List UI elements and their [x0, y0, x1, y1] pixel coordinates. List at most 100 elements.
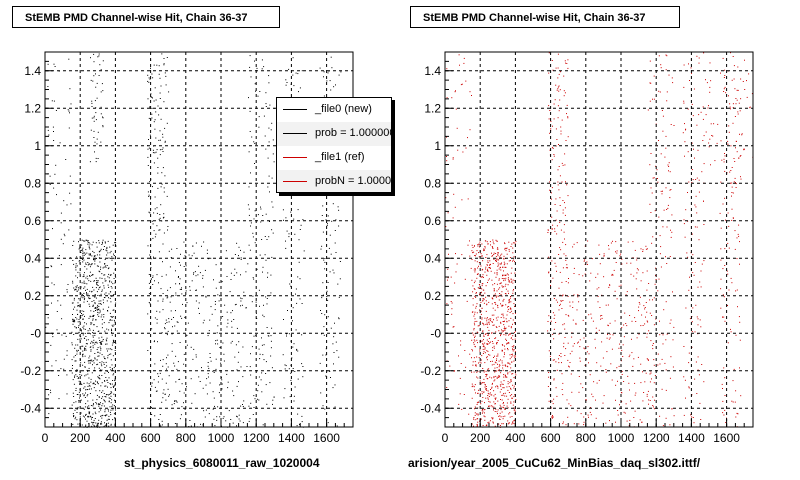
data-point — [693, 88, 695, 90]
y-tick-label: 1.4 — [424, 64, 441, 78]
data-point — [174, 401, 176, 402]
data-point — [480, 292, 482, 294]
data-point — [78, 400, 80, 401]
data-point — [286, 82, 288, 83]
data-point — [103, 249, 104, 250]
data-point — [97, 56, 99, 58]
data-point — [291, 357, 293, 359]
data-point — [481, 243, 483, 245]
data-point — [724, 170, 726, 172]
data-point — [708, 105, 709, 107]
y-tick-label: 1 — [434, 139, 441, 153]
data-point — [504, 285, 506, 287]
data-point — [696, 316, 698, 318]
data-point — [152, 77, 154, 79]
data-point — [486, 350, 488, 352]
data-point — [171, 318, 173, 320]
data-point — [161, 424, 163, 426]
data-point — [88, 367, 90, 369]
data-point — [477, 421, 479, 423]
data-point — [688, 387, 690, 389]
data-point — [688, 386, 690, 388]
data-point — [660, 153, 662, 155]
data-point — [89, 346, 91, 348]
data-point — [478, 256, 480, 258]
x-tick-label: 1400 — [678, 431, 705, 445]
data-point — [240, 305, 241, 307]
data-point — [632, 365, 634, 367]
data-point — [702, 106, 704, 108]
data-point — [461, 199, 463, 201]
data-point — [493, 390, 495, 392]
data-point — [672, 82, 674, 84]
data-point — [254, 163, 255, 164]
data-point — [495, 260, 496, 262]
data-point — [111, 324, 113, 326]
data-point — [662, 343, 664, 345]
data-point — [596, 382, 598, 384]
data-point — [179, 288, 181, 290]
data-point — [586, 261, 588, 263]
data-point — [80, 315, 82, 316]
data-point — [322, 231, 324, 233]
data-point — [323, 76, 324, 78]
data-point — [87, 389, 89, 390]
legend-line-prob — [283, 133, 307, 134]
data-point — [209, 357, 211, 358]
data-point — [263, 66, 265, 68]
data-point — [492, 422, 494, 424]
data-point — [730, 170, 732, 171]
data-point — [661, 110, 663, 111]
data-point — [666, 333, 668, 335]
data-point — [646, 333, 648, 335]
data-point — [465, 147, 467, 149]
data-point — [497, 400, 499, 402]
data-point — [477, 392, 479, 394]
data-point — [652, 98, 653, 100]
data-point — [471, 357, 472, 359]
data-point — [293, 400, 295, 402]
data-point — [484, 416, 486, 418]
data-point — [91, 263, 92, 265]
data-point — [672, 291, 673, 293]
data-point — [110, 291, 112, 293]
data-point — [154, 128, 156, 130]
data-point — [249, 66, 251, 68]
data-point — [600, 365, 602, 367]
data-point — [509, 333, 511, 335]
data-point — [257, 390, 259, 392]
data-point — [79, 272, 81, 274]
data-point — [700, 270, 702, 272]
data-point — [105, 265, 106, 267]
data-point — [657, 364, 659, 366]
data-point — [72, 423, 74, 425]
data-point — [209, 319, 211, 321]
data-point — [261, 68, 263, 70]
data-point — [213, 279, 214, 281]
data-point — [95, 310, 96, 311]
data-point — [485, 257, 487, 258]
data-point — [160, 186, 162, 188]
data-point — [475, 305, 477, 307]
data-point — [207, 365, 209, 367]
data-point — [683, 414, 685, 416]
data-point — [83, 382, 85, 384]
data-point — [509, 260, 511, 262]
data-point — [55, 360, 57, 362]
data-point — [647, 109, 649, 111]
data-point — [461, 254, 463, 256]
data-point — [256, 268, 258, 270]
data-point — [338, 296, 340, 298]
data-point — [94, 418, 96, 419]
data-point — [97, 314, 99, 316]
data-point — [191, 280, 193, 282]
data-point — [100, 91, 102, 93]
data-point — [160, 425, 162, 427]
data-point — [610, 363, 612, 365]
data-point — [486, 389, 488, 391]
data-point — [110, 274, 112, 276]
data-point — [333, 336, 335, 338]
data-point — [563, 95, 565, 97]
data-point — [502, 423, 504, 425]
data-point — [698, 374, 700, 376]
